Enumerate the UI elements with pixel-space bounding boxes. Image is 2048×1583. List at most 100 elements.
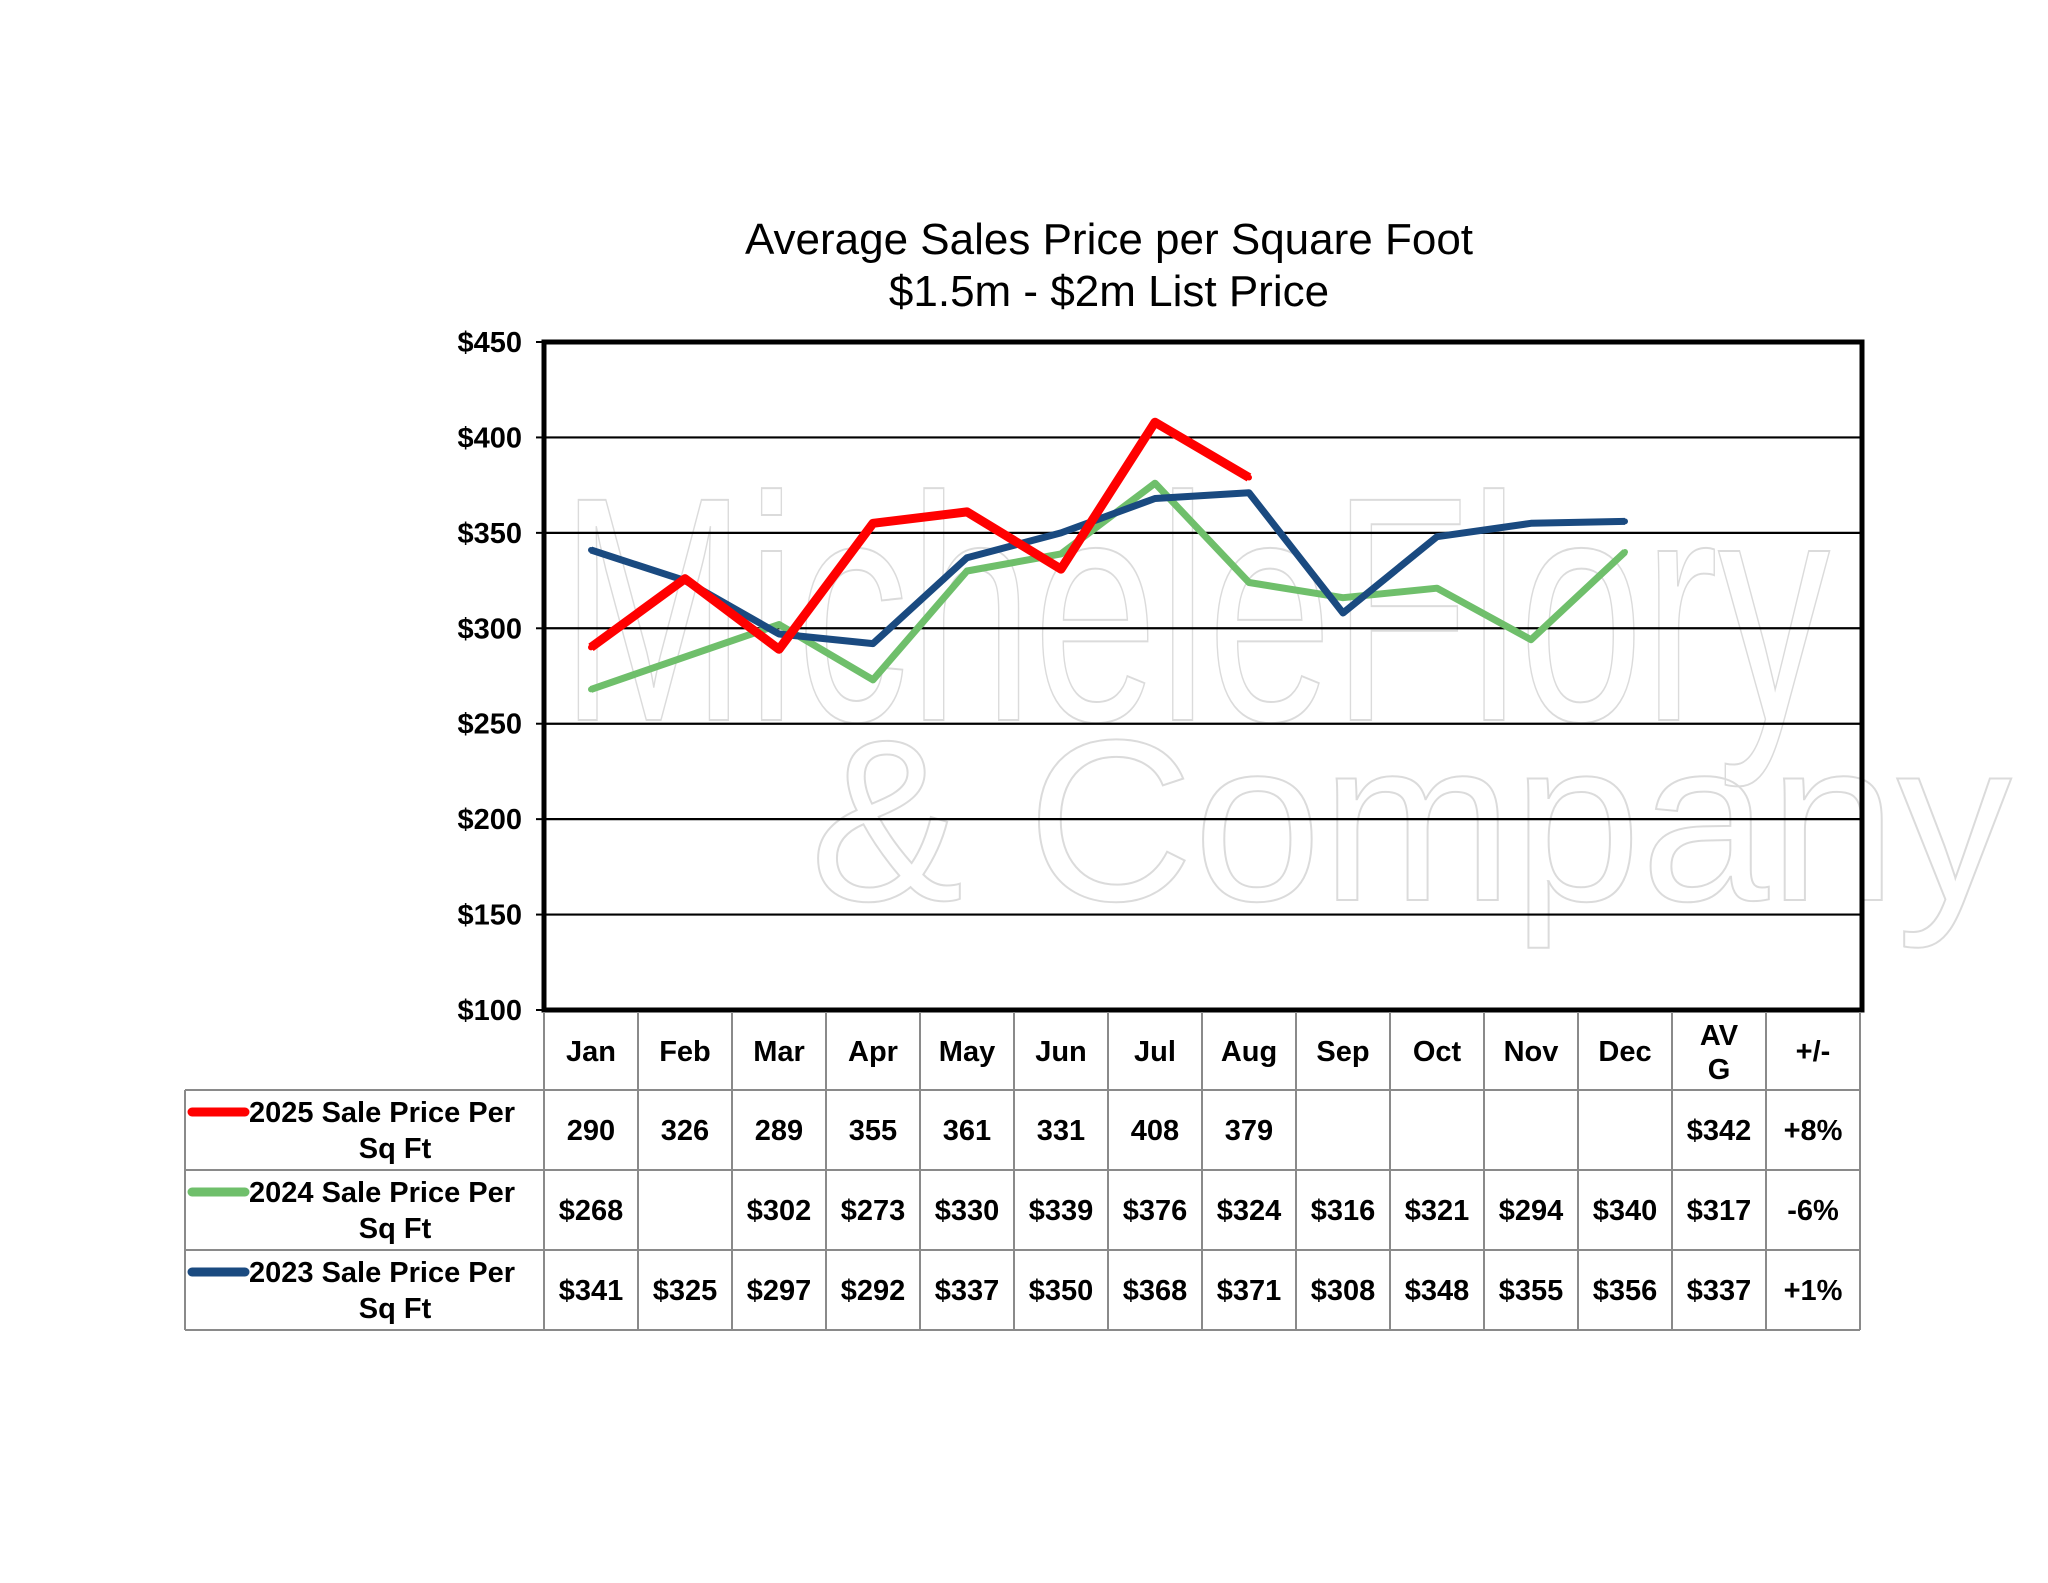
table-cell: $355 <box>1499 1275 1564 1307</box>
series-line-2025 <box>588 417 1252 654</box>
data-point <box>1528 520 1534 527</box>
table-cell-avg: $342 <box>1687 1115 1752 1147</box>
table-cell: $339 <box>1029 1195 1094 1227</box>
data-point <box>776 646 782 653</box>
y-tick-label: $250 <box>457 709 522 741</box>
table-cell: $316 <box>1311 1195 1376 1227</box>
y-axis: $450 $400 $350 $300 $250 $200 $150 $100 <box>457 327 544 1027</box>
data-point <box>964 568 970 575</box>
data-point <box>870 640 876 647</box>
legend-label: Sq Ft <box>359 1293 432 1325</box>
legend-label: 2025 Sale Price Per <box>249 1097 515 1129</box>
data-point <box>964 508 970 515</box>
data-point <box>870 520 876 527</box>
table-cell: $308 <box>1311 1275 1376 1307</box>
data-point <box>1246 474 1252 481</box>
table-cell: $340 <box>1593 1195 1658 1227</box>
table-cell: $297 <box>747 1275 812 1307</box>
table-cell: $368 <box>1123 1275 1188 1307</box>
chart-title-group: Average Sales Price per Square Foot $1.5… <box>745 215 1473 316</box>
series-lines <box>588 417 1628 693</box>
x-tick-label: Jul <box>1134 1036 1176 1068</box>
table-cell: 361 <box>943 1115 991 1147</box>
data-point <box>1434 585 1440 592</box>
table-header-avg: AV <box>1700 1020 1739 1052</box>
watermark-text-2: & Company <box>810 692 2012 949</box>
series-line-2023 <box>589 489 1626 648</box>
data-point <box>1622 518 1628 525</box>
y-tick-label: $150 <box>457 900 522 932</box>
data-point <box>776 621 782 628</box>
y-tick-label: $400 <box>457 422 522 454</box>
x-tick-label: Mar <box>753 1036 805 1068</box>
data-point <box>588 686 594 693</box>
table-cell: $325 <box>653 1275 718 1307</box>
table-cell: $376 <box>1123 1195 1188 1227</box>
x-tick-label: Feb <box>659 1036 711 1068</box>
table-cell: $371 <box>1217 1275 1282 1307</box>
x-tick-label: Jan <box>566 1036 616 1068</box>
table-cell: 289 <box>755 1115 803 1147</box>
table-cell: $292 <box>841 1275 906 1307</box>
data-point <box>1152 419 1158 426</box>
x-tick-label: Dec <box>1598 1036 1651 1068</box>
data-point <box>1152 480 1158 487</box>
watermark-text: MicheleFlory <box>560 430 1830 790</box>
legend-label: 2023 Sale Price Per <box>249 1257 515 1289</box>
table-cell-change: -6% <box>1787 1195 1839 1227</box>
table-cell: $350 <box>1029 1275 1094 1307</box>
y-tick-label: $300 <box>457 613 522 645</box>
y-tick-label: $450 <box>457 327 522 359</box>
chart-title: Average Sales Price per Square Foot <box>745 215 1473 264</box>
table-cell: $341 <box>559 1275 624 1307</box>
table-cell: $273 <box>841 1195 906 1227</box>
legend-label: Sq Ft <box>359 1133 432 1165</box>
table-header-change: +/- <box>1796 1036 1831 1068</box>
table-cell: $324 <box>1217 1195 1282 1227</box>
table-cell: 326 <box>661 1115 709 1147</box>
table-header-avg: G <box>1708 1054 1731 1086</box>
data-point <box>588 547 594 554</box>
table-cell: $321 <box>1405 1195 1470 1227</box>
table-cell: $302 <box>747 1195 812 1227</box>
table-cell: $348 <box>1405 1275 1470 1307</box>
table-cell: $337 <box>935 1275 1000 1307</box>
x-tick-label: Apr <box>848 1036 898 1068</box>
data-point <box>964 554 970 561</box>
data-point <box>1246 579 1252 586</box>
data-point <box>870 676 876 683</box>
table-cell: $356 <box>1593 1275 1658 1307</box>
data-point <box>1622 548 1628 555</box>
data-point <box>1152 495 1158 502</box>
table-cell-avg: $317 <box>1687 1195 1752 1227</box>
x-tick-label: Sep <box>1316 1036 1369 1068</box>
data-point <box>1434 533 1440 540</box>
data-point <box>1246 489 1252 496</box>
table-cell: $268 <box>559 1195 624 1227</box>
table-cell: $330 <box>935 1195 1000 1227</box>
plot-frame <box>541 339 1865 1013</box>
table-cell: $294 <box>1499 1195 1564 1227</box>
data-point <box>1058 550 1064 557</box>
table-cell: 408 <box>1131 1115 1179 1147</box>
table-cell-change: +8% <box>1784 1115 1843 1147</box>
data-point <box>1058 529 1064 536</box>
legend-label: Sq Ft <box>359 1213 432 1245</box>
data-point <box>776 631 782 638</box>
chart-subtitle: $1.5m - $2m List Price <box>889 267 1329 316</box>
table-cell: 290 <box>567 1115 615 1147</box>
table-cell: 379 <box>1225 1115 1273 1147</box>
y-tick-label: $100 <box>457 995 522 1027</box>
table-cell-change: +1% <box>1784 1275 1843 1307</box>
x-tick-label: Oct <box>1413 1036 1462 1068</box>
table-cell: 331 <box>1037 1115 1085 1147</box>
data-point <box>588 644 594 651</box>
data-point <box>1528 636 1534 643</box>
data-point <box>1058 566 1064 573</box>
data-point <box>1340 594 1346 601</box>
data-point <box>1340 610 1346 617</box>
x-tick-label: Nov <box>1504 1036 1559 1068</box>
x-tick-label: May <box>939 1036 995 1068</box>
data-table: Jan Feb Mar Apr May Jun Jul Aug Sep Oct Nov Dec AVG +… <box>184 1012 1861 1331</box>
